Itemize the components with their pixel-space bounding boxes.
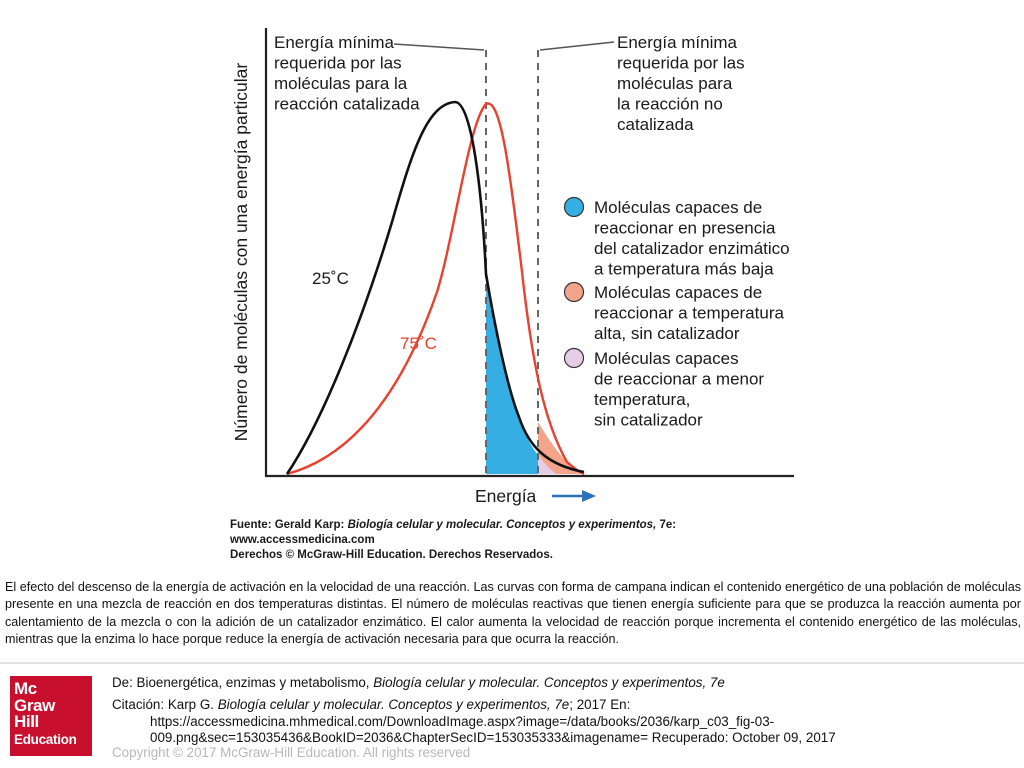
figure-credit-line3: Derechos © McGraw-Hill Education. Derech… [230,549,553,561]
mcgraw-hill-education-logo: Mc Graw Hill Education [10,676,92,756]
left-note-pointer [393,43,485,51]
citation-url-line: https://accessmedicina.mhmedical.com/Dow… [150,713,775,729]
legend-line: temperatura, [594,390,690,409]
energy-distribution-diagram: Número de moléculas con una energía part… [229,28,794,561]
uncatalyzed-note-line: catalizada [617,115,694,134]
catalyzed-note: Energía mínima requerida por las molécul… [274,33,420,114]
curve-75c [286,102,585,476]
curve-25c [285,100,585,475]
energy-arrow-head [582,490,596,502]
right-note-pointer [539,41,615,51]
credit-edition: 7e: [656,519,676,531]
label-25c: 25˚C [312,269,349,288]
source-line: De: Bioenergética, enzimas y metabolismo… [112,675,1012,691]
legend-line: alta, sin catalizador [594,324,740,343]
legend-line: de reaccionar a menor [594,370,764,389]
uncatalyzed-note: Energía mínima requerida por las molécul… [617,33,749,134]
legend-line: a temperatura más baja [594,260,774,279]
salmon-region [538,422,584,474]
credit-book-title: Biología celular y molecular. Conceptos … [348,519,657,531]
citation-book-title: Biología celular y molecular. Conceptos … [217,697,570,713]
label-75c: 75˚C [400,334,437,353]
credit-prefix: Fuente: Gerald Karp: [230,519,348,531]
legend-item-low-temp: Moléculas capaces de reaccionar a menor … [594,349,769,430]
logo-line: Mc [14,679,37,698]
citation-url-line: 009.png&sec=153035436&BookID=2036&Chapte… [150,730,836,746]
catalyzed-note-line: Energía mínima [274,33,395,52]
figure-credit-line2: www.accessmedicina.com [229,534,375,546]
legend-line: reaccionar en presencia [594,219,776,238]
citation-line: Citación: Karp G. Biología celular y mol… [112,697,1012,713]
citation-prefix: Citación: Karp G [112,697,211,713]
legend-swatch-lavender [563,347,585,369]
lavender-region [538,455,556,474]
legend-line: sin catalizador [594,411,703,430]
legend-line: del catalizador enzimático [594,239,790,258]
citation-separator: . [210,697,218,713]
figure-credit-line1: Fuente: Gerald Karp: Biología celular y … [230,519,676,531]
legend-swatch-blue [563,196,585,218]
legend-swatch-salmon [563,281,585,303]
x-axis-label: Energía [475,486,537,506]
logo-line: Graw [14,695,55,715]
logo-line: Hill [14,712,39,731]
logo-line: Education [14,731,77,747]
uncatalyzed-note-line: requerida por las [617,54,745,73]
legend-item-high-temp: Moléculas capaces de reaccionar a temper… [594,283,789,343]
legend-line: Moléculas capaces de [594,198,762,217]
y-axis-label: Número de moléculas con una energía part… [231,63,251,442]
legend-item-catalyst: Moléculas capaces de reaccionar en prese… [594,198,794,279]
blue-region [486,274,538,474]
legend-line: reaccionar a temperatura [594,304,784,323]
catalyzed-note-line: moléculas para la [274,74,408,93]
copyright-notice: Copyright © 2017 McGraw-Hill Education. … [112,745,471,760]
uncatalyzed-note-line: Energía mínima [617,33,738,52]
source-book-title: Biología celular y molecular. Conceptos … [373,675,725,690]
divider [0,662,1024,664]
uncatalyzed-note-line: moléculas para [617,74,733,93]
source-block: De: Bioenergética, enzimas y metabolismo… [112,675,1012,747]
catalyzed-note-line: requerida por las [274,54,402,73]
citation-suffix: ; 2017 En: [569,697,631,713]
figure-caption: El efecto del descenso de la energía de … [5,580,1021,647]
catalyzed-note-line: reacción catalizada [274,95,420,114]
figure-panel: Número de moléculas con una energía part… [222,22,796,564]
legend-line: Moléculas capaces de [594,283,762,302]
legend-line: Moléculas capaces [594,349,739,368]
uncatalyzed-note-line: la reacción no [617,95,723,114]
source-prefix: De: Bioenergética, enzimas y metabolismo… [112,675,374,690]
